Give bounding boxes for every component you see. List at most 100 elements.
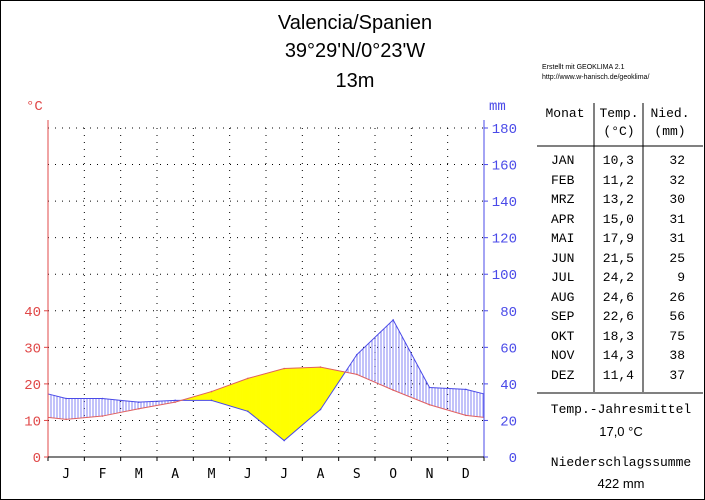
station-elevation: 13m [335,70,375,92]
precipitation-point [319,408,322,411]
temperature-point [65,418,67,421]
precipitation-point [465,388,467,391]
dry-period-fill [307,367,310,421]
temperature-point [392,389,394,391]
table-cell-month: APR [551,211,575,227]
temperature-point [428,403,431,406]
dry-period-fill [260,374,263,424]
temperature-point [210,390,213,393]
temperature-point [319,366,322,368]
dry-period-fill [280,368,283,440]
dry-period-fill [211,390,214,402]
dry-period-fill [267,372,270,430]
dry-period-fill [273,370,276,434]
precipitation-point [101,397,104,400]
table-cell-temp: 11,2 [602,172,634,188]
table-cell-temp: 24,6 [602,289,634,305]
table-header-precip: Nied. [650,106,690,121]
precipitation-tick-label: 120 [492,232,517,248]
dry-period-fill [303,367,307,425]
table-cell-precip: 31 [669,231,685,246]
table-cell-precip: 32 [669,153,685,168]
credit-line: Erstellt mit GEOKLIMA 2.1 [542,64,625,71]
precipitation-tick-label: 80 [500,305,517,321]
precipitation-point [65,397,67,400]
precipitation-tick-label: 60 [500,341,517,357]
chart-series-lines [47,319,485,442]
dry-period-fill [229,383,232,407]
month-tick-label: A [171,467,179,482]
table-cell-precip: 26 [669,289,685,305]
dry-period-fill [245,378,249,412]
dry-period-fill [291,367,294,435]
dry-period-fill [298,367,301,429]
dry-period-fill [227,384,230,407]
dry-period-fill [253,376,256,418]
dry-period-fill [225,385,229,406]
table-cell-precip: 56 [669,309,685,324]
temperature-tick-label: 40 [24,305,41,321]
temperature-point [247,377,249,380]
table-cell-precip: 30 [669,192,685,207]
temperature-tick-label: 20 [24,378,41,394]
dry-period-fill [296,367,299,431]
precipitation-tick-label: 180 [492,122,517,138]
table-cell-month: AUG [551,289,575,305]
precipitation-tick-label: 140 [492,195,517,211]
dry-period-fill [242,379,245,411]
table-cell-month: JUN [551,250,575,266]
month-tick-label: F [99,467,107,482]
dry-period-fill [293,367,296,434]
temperature-point [283,367,285,370]
dry-period-fill [203,392,207,401]
temperature-line [47,366,485,420]
dry-period-fill [276,369,279,437]
dry-period-fill [316,366,319,414]
table-cell-precip: 31 [669,211,685,227]
precipitation-point [138,401,140,403]
credit-url: http://www.w-hanisch.de/geoklima/ [542,74,650,81]
dry-period-fill [222,386,225,405]
precipitation-point [428,386,431,389]
table-cell-temp: 21,5 [602,250,634,266]
month-tick-label: O [389,467,397,482]
dry-period-fill [231,383,234,408]
table-cell-precip: 32 [669,172,685,188]
month-tick-label: J [62,467,70,482]
dry-period-fill [202,393,205,401]
temperature-tick-label: 30 [24,341,41,357]
dry-period-fill [311,367,314,418]
temperature-point [174,401,176,403]
month-tick-label: M [208,467,216,482]
dry-period-fill [263,373,267,427]
month-tick-label: J [244,467,252,482]
dry-period-fill [213,389,216,402]
dry-period-fill [251,376,254,417]
precipitation-tick-label: 40 [500,378,517,394]
dry-period-fill [285,368,289,440]
table-cell-month: SEP [551,309,575,324]
dry-period-fill [309,367,312,420]
precipitation-tick-label: 20 [500,414,517,430]
precipitation-point [283,439,285,442]
dry-period-fill [223,385,227,406]
chart-axes: J F M A M J J A S O N D 0 10 20 30 40 °C 0 20 40 60 80 100 120 14… [24,99,517,482]
table-cell-month: NOV [551,348,575,363]
table-cell-precip: 25 [669,250,685,266]
precipitation-point [174,399,176,402]
dry-period-fill [209,391,212,401]
temperature-point [356,373,358,376]
table-header-temp: Temp. [599,106,639,121]
table-cell-month: JUL [551,270,575,285]
table-cell-temp: 17,9 [602,231,634,246]
dry-period-fill [234,381,238,409]
precipitation-unit-label: mm [489,99,506,115]
station-coordinates: 39°29'N/0°23'W [284,40,426,62]
dry-period-fill [258,374,261,423]
temperature-point [101,415,104,417]
month-tick-label: S [353,467,361,482]
dry-period-fill [214,389,218,403]
dry-period-fill [322,367,325,408]
